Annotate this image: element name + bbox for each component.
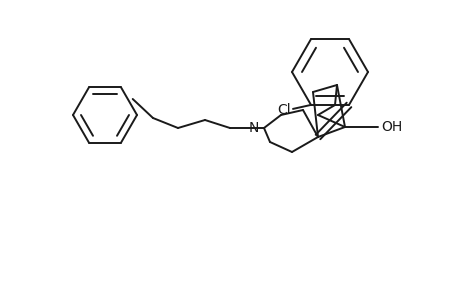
- Text: OH: OH: [380, 120, 401, 134]
- Text: Cl: Cl: [277, 103, 291, 117]
- Text: N: N: [248, 121, 258, 135]
